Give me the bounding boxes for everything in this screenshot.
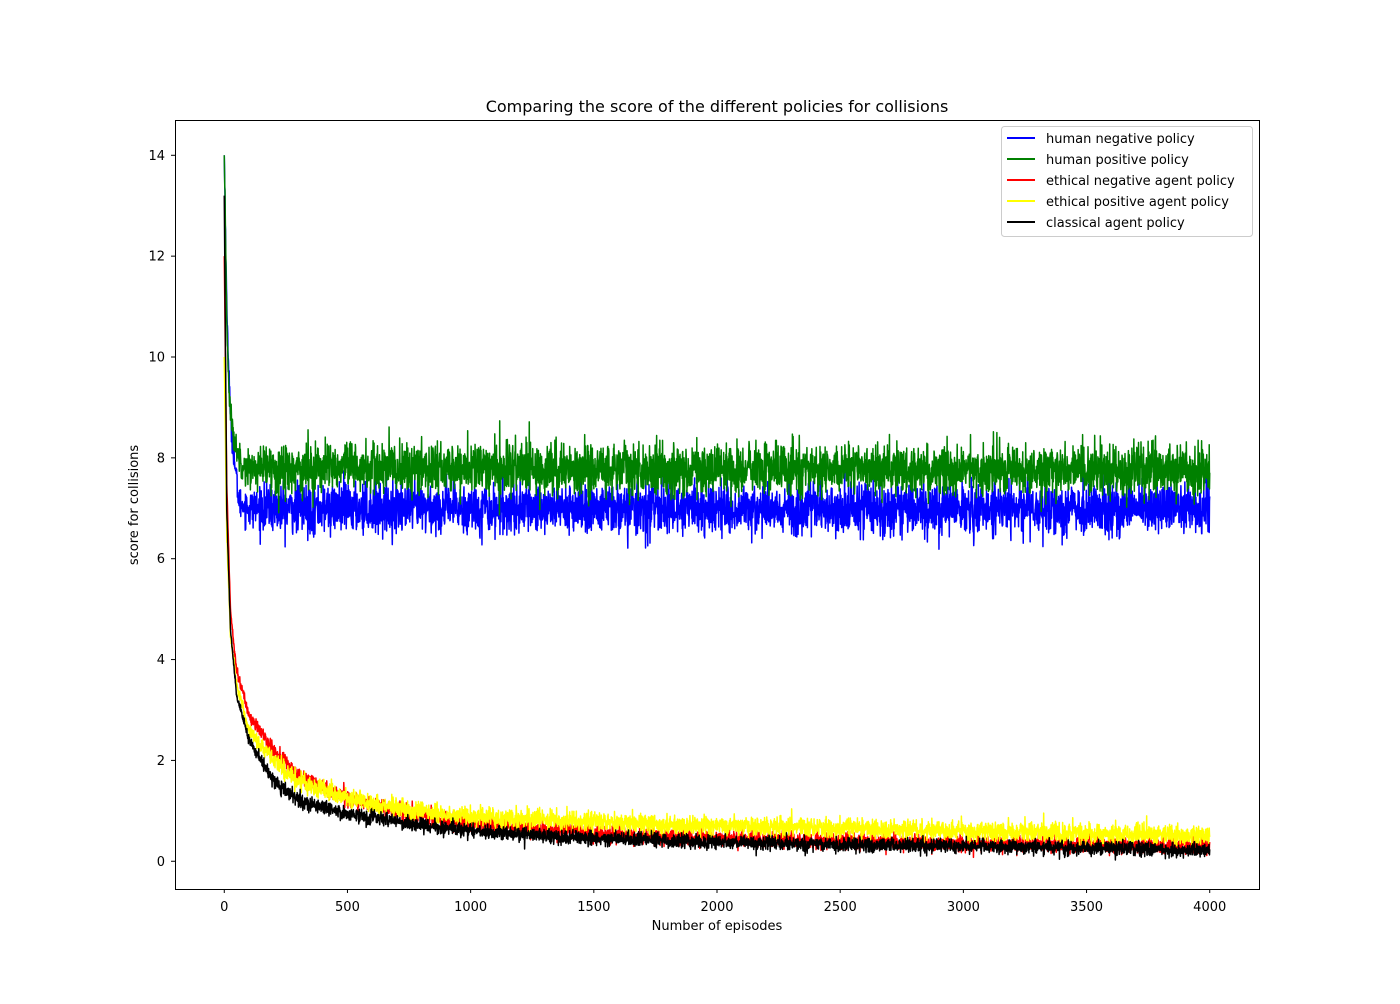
- chart-title: Comparing the score of the different pol…: [486, 97, 949, 116]
- y-tick-label: 8: [157, 451, 165, 466]
- legend-label: ethical negative agent policy: [1046, 174, 1235, 189]
- x-tick-label: 3500: [1070, 900, 1103, 915]
- y-tick-label: 2: [157, 754, 165, 769]
- x-tick-label: 500: [335, 900, 360, 915]
- legend-label: human positive policy: [1046, 153, 1189, 168]
- x-tick-label: 1000: [454, 900, 487, 915]
- y-axis: 0 2 4 6 8 10 12 14: [148, 149, 175, 870]
- x-tick-label: 0: [220, 900, 228, 915]
- series-line: [223, 155, 1211, 516]
- y-tick-label: 14: [148, 149, 165, 164]
- y-axis-label: score for collisions: [127, 445, 142, 566]
- legend-label: human negative policy: [1046, 132, 1195, 147]
- y-tick-label: 4: [157, 653, 165, 668]
- x-tick-label: 3000: [947, 900, 980, 915]
- series-line: [223, 195, 1211, 861]
- legend-label: ethical positive agent policy: [1046, 195, 1229, 210]
- x-tick-label: 2000: [700, 900, 733, 915]
- x-tick-label: 1500: [577, 900, 610, 915]
- legend-box: [1001, 126, 1253, 237]
- y-tick-label: 6: [157, 552, 165, 567]
- x-axis-label: Number of episodes: [652, 919, 783, 934]
- x-tick-label: 2500: [824, 900, 857, 915]
- legend: human negative policy human positive poli…: [1001, 126, 1253, 237]
- series-line: [223, 155, 1211, 550]
- y-tick-label: 12: [148, 250, 165, 265]
- series-line: [223, 256, 1211, 859]
- y-tick-label: 0: [157, 855, 165, 870]
- x-tick-label: 4000: [1193, 900, 1226, 915]
- series-line: [223, 356, 1211, 849]
- x-axis: 0 500 1000 1500 2000 2500 3000 3500 4000: [220, 889, 1226, 915]
- legend-label: classical agent policy: [1046, 216, 1185, 231]
- plot-lines: [223, 155, 1211, 861]
- y-tick-label: 10: [148, 351, 165, 366]
